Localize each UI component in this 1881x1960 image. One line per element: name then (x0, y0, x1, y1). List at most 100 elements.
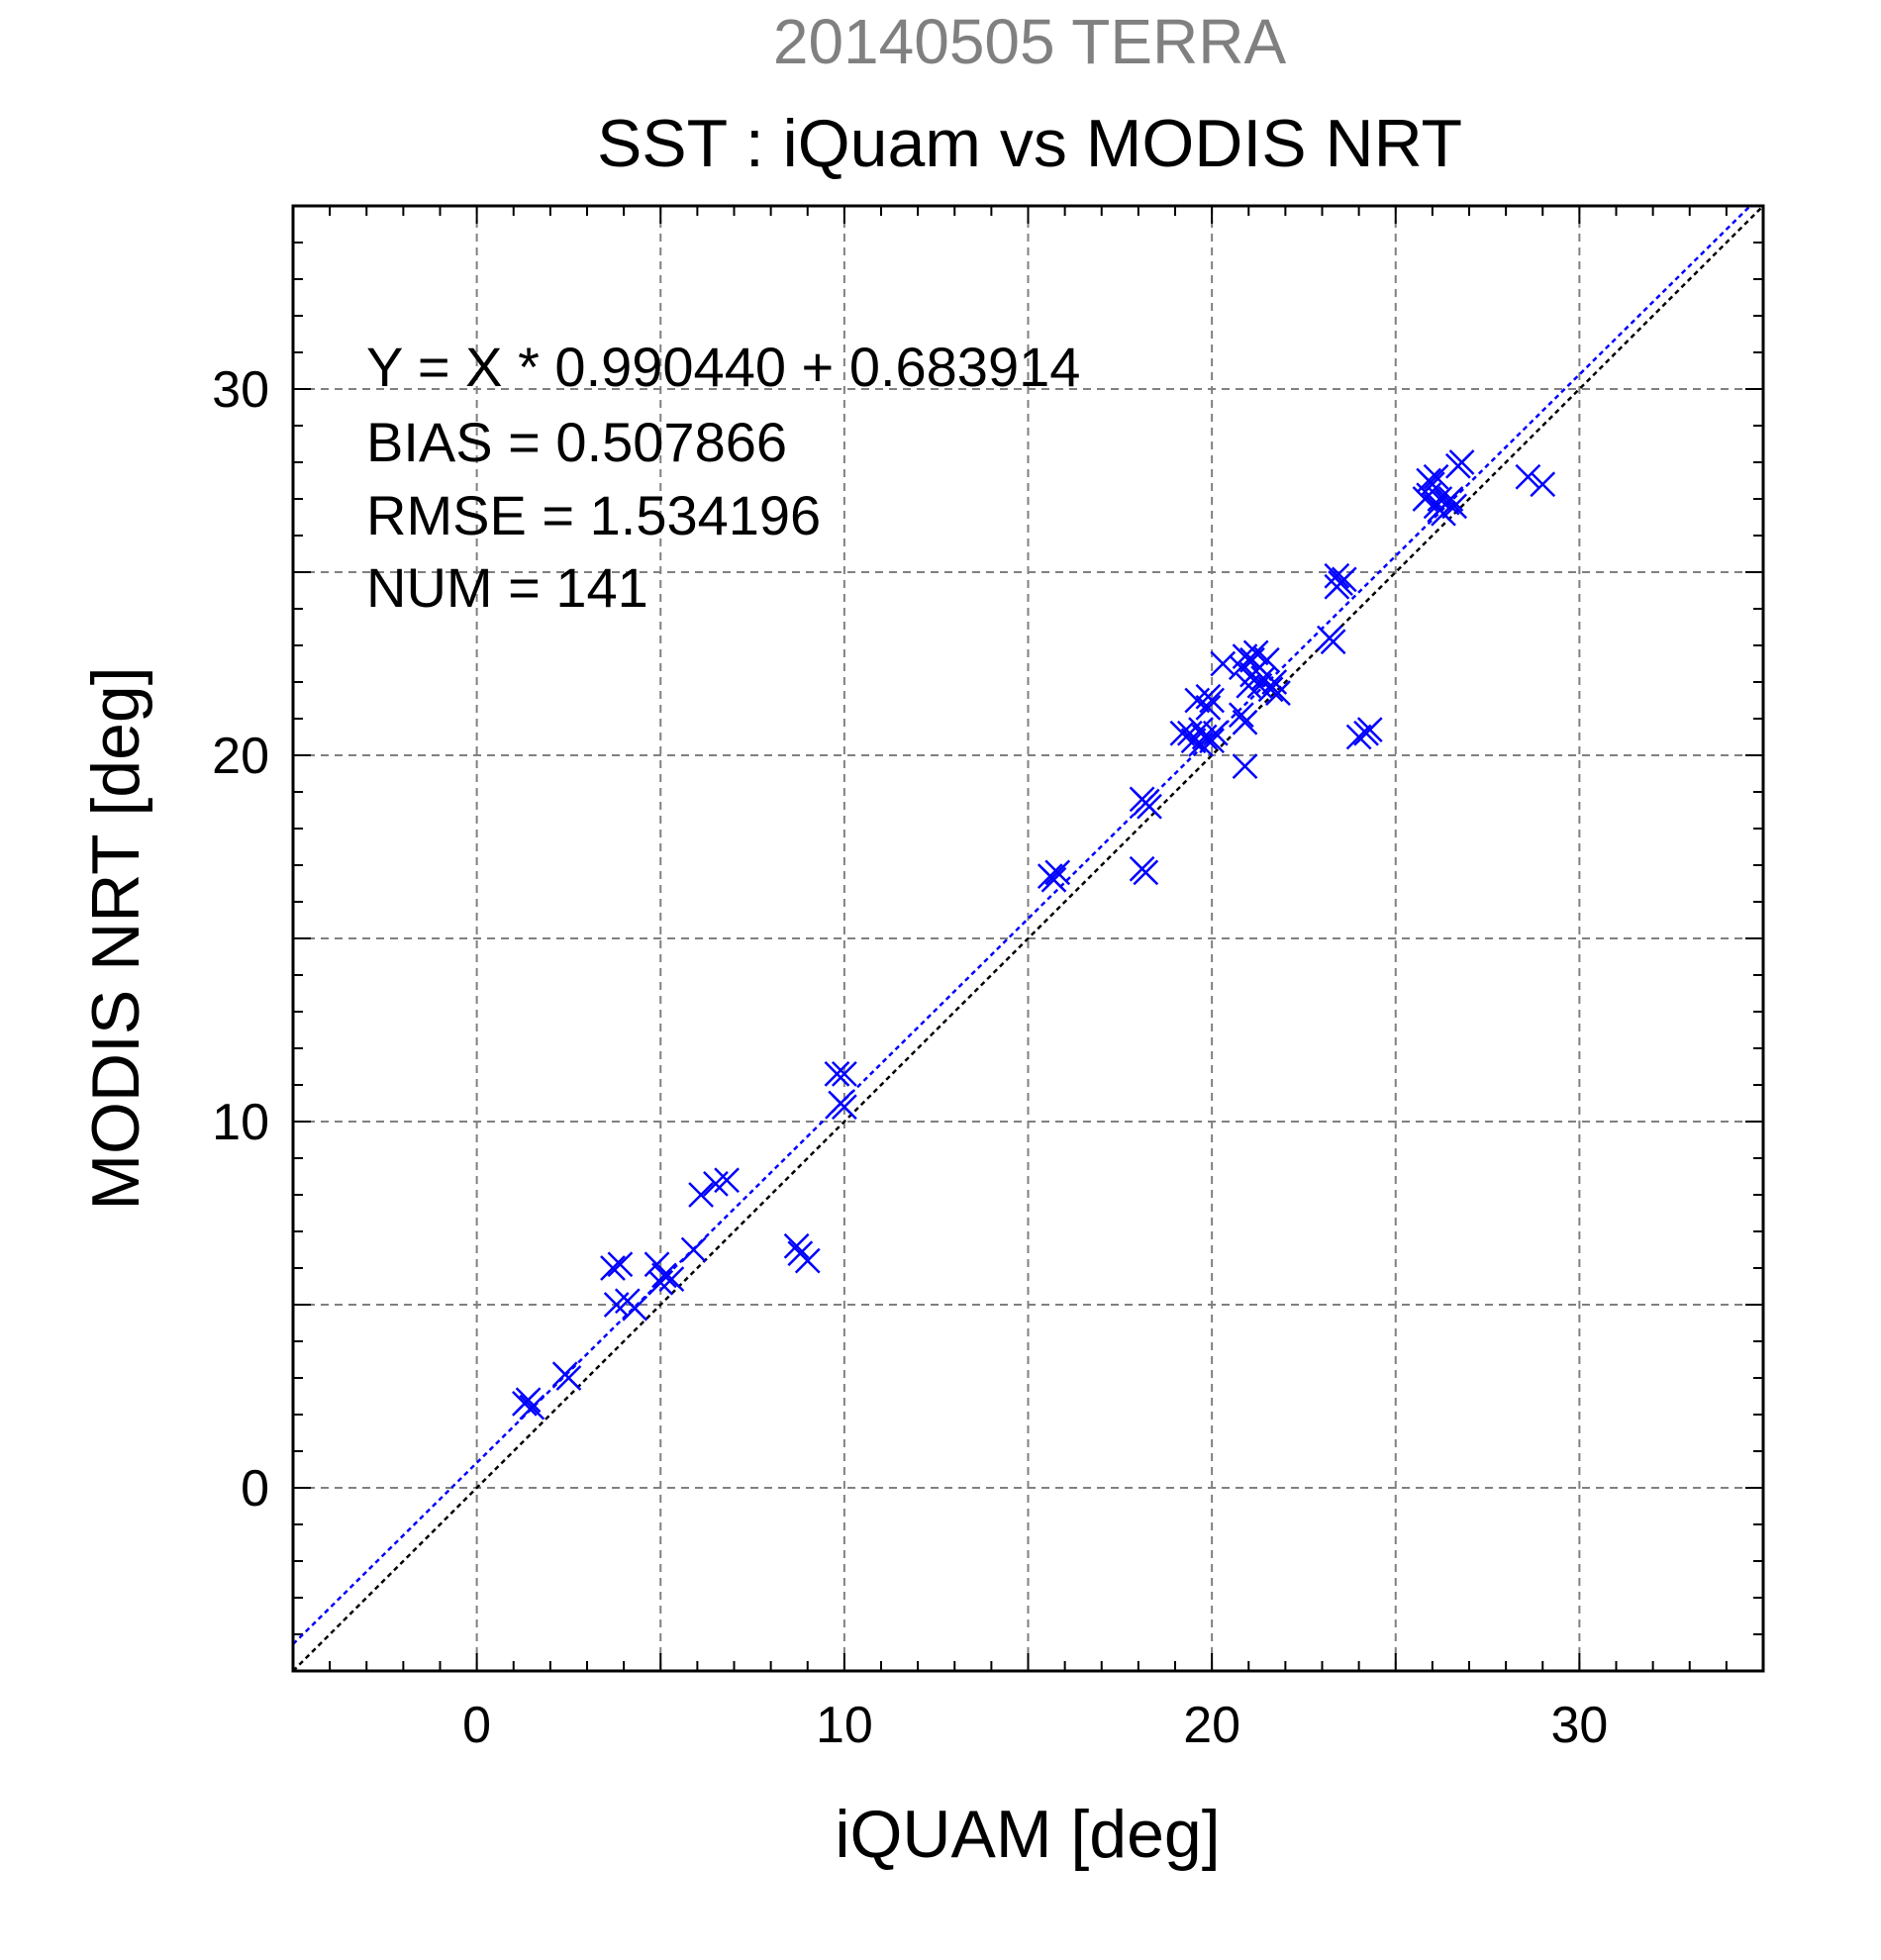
data-point (714, 1167, 740, 1194)
data-point-stroke (1169, 720, 1196, 746)
data-point-stroke (1356, 717, 1383, 742)
data-point (1232, 753, 1258, 779)
data-point (680, 1236, 707, 1263)
data-point-stroke (1202, 720, 1229, 746)
data-point (622, 1295, 648, 1322)
data-point-stroke (1242, 639, 1269, 666)
data-point (515, 1387, 542, 1414)
data-point-stroke (1345, 724, 1372, 750)
data-point-stroke (1199, 728, 1226, 754)
data-point (1427, 486, 1453, 512)
data-point (1265, 680, 1291, 706)
data-point-stroke (1261, 669, 1288, 695)
data-point (600, 1255, 626, 1281)
y-tick-label: 0 (241, 1460, 269, 1518)
data-point (1246, 672, 1273, 699)
data-point-stroke (783, 1232, 810, 1259)
y-axis-label: MODIS NRT [deg] (78, 666, 153, 1210)
y-tick-labels: 0 10 20 30 (212, 361, 269, 1518)
data-point (555, 1365, 582, 1391)
data-point-stroke (1246, 672, 1273, 699)
data-point-stroke (1320, 629, 1346, 655)
minor-ticks (293, 206, 1763, 1671)
chart-subtitle: 20140505 TERRA (773, 6, 1287, 77)
data-point (1210, 650, 1237, 677)
data-point (1441, 493, 1468, 520)
stat-num: NUM = 141 (366, 556, 648, 619)
data-point-stroke (794, 1247, 821, 1274)
data-point (1195, 695, 1222, 721)
data-point (1202, 720, 1229, 746)
data-point-stroke (1427, 486, 1453, 512)
x-tick-label: 30 (1550, 1697, 1608, 1754)
data-point (519, 1394, 545, 1421)
data-point (1040, 866, 1067, 893)
data-point (783, 1232, 810, 1259)
data-point-stroke (1137, 793, 1162, 820)
data-point-stroke (714, 1167, 740, 1194)
data-point-stroke (1441, 493, 1468, 520)
y-tick-label: 20 (212, 728, 269, 785)
data-point (1239, 646, 1265, 673)
data-point (1044, 859, 1071, 886)
data-point-stroke (1228, 702, 1254, 729)
data-point-stroke (1250, 665, 1276, 692)
data-point-stroke (1232, 753, 1258, 779)
stats-block: Y = X * 0.990440 + 0.683914 BIAS = 0.507… (366, 336, 1080, 619)
data-point (1133, 859, 1159, 886)
data-point-stroke (1423, 463, 1449, 490)
data-point-stroke (831, 1094, 857, 1121)
data-point (1437, 486, 1464, 512)
plot-frame (291, 204, 1765, 1673)
data-point-stroke (1239, 646, 1265, 673)
data-point-stroke (831, 1061, 857, 1087)
data-points (512, 449, 1556, 1421)
identity-line (292, 205, 1764, 1672)
data-point-stroke (658, 1266, 685, 1292)
stat-rmse: RMSE = 1.534196 (366, 484, 821, 546)
data-point (1530, 471, 1556, 498)
data-point-stroke (1257, 676, 1284, 703)
data-point-stroke (824, 1061, 850, 1087)
data-point (1448, 449, 1475, 475)
stat-bias: BIAS = 0.507866 (366, 411, 787, 473)
x-tick-labels: 0 10 20 30 (462, 1697, 1608, 1754)
data-point-stroke (651, 1262, 677, 1289)
data-point-stroke (1324, 562, 1350, 589)
data-point (1232, 709, 1258, 735)
data-point-stroke (1416, 482, 1442, 509)
data-point-stroke (519, 1394, 545, 1421)
data-point (688, 1182, 714, 1208)
data-point (1253, 646, 1280, 673)
data-point (824, 1061, 850, 1087)
data-point-stroke (1195, 695, 1222, 721)
data-point (1324, 573, 1350, 600)
data-point-stroke (1324, 573, 1350, 600)
data-point-stroke (680, 1236, 707, 1263)
data-point (1199, 687, 1226, 714)
data-point-stroke (1044, 859, 1071, 886)
data-point (1242, 639, 1269, 666)
data-point (1345, 724, 1372, 750)
data-point-stroke (1437, 486, 1464, 512)
data-point (658, 1266, 685, 1292)
data-point-stroke (1133, 859, 1159, 886)
data-point-stroke (688, 1182, 714, 1208)
x-tick-label: 10 (816, 1697, 873, 1754)
data-point (1320, 629, 1346, 655)
data-point (1137, 793, 1162, 820)
data-point (1423, 463, 1449, 490)
y-tick-label: 30 (212, 361, 269, 419)
stat-equation: Y = X * 0.990440 + 0.683914 (366, 336, 1080, 398)
data-point-stroke (555, 1365, 582, 1391)
data-point-stroke (600, 1255, 626, 1281)
data-point-stroke (1232, 709, 1258, 735)
data-point (607, 1251, 634, 1278)
data-point-stroke (1515, 463, 1541, 490)
data-point-stroke (1265, 680, 1291, 706)
data-point (1228, 702, 1254, 729)
x-axis-label: iQUAM [deg] (835, 1797, 1220, 1872)
data-point (1356, 717, 1383, 742)
data-point-stroke (1448, 449, 1475, 475)
